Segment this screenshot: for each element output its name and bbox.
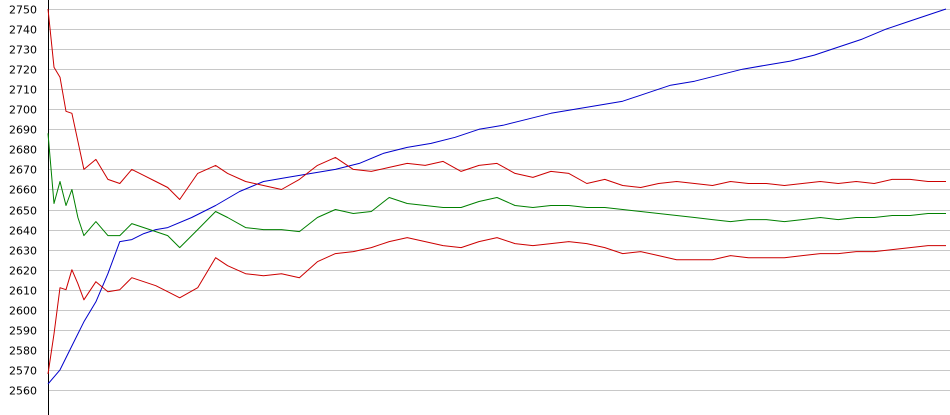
y-tick-label: 2670 bbox=[9, 164, 37, 177]
y-tick-label: 2740 bbox=[9, 24, 37, 37]
y-tick-label: 2660 bbox=[9, 184, 37, 197]
y-axis-tick-labels: 2560 2570 2580 2590 2600 2610 2620 2630 2640 2650… bbox=[9, 4, 37, 398]
grid bbox=[48, 9, 950, 391]
y-tick-label: 2690 bbox=[9, 124, 37, 137]
y-tick-label: 2580 bbox=[9, 345, 37, 358]
y-tick-label: 2650 bbox=[9, 205, 37, 218]
series-lines bbox=[47, 8, 947, 385]
y-tick-label: 2750 bbox=[9, 4, 37, 17]
series-line-1 bbox=[47, 8, 947, 385]
series-line-2 bbox=[47, 8, 946, 200]
y-tick-label: 2560 bbox=[9, 385, 37, 398]
y-tick-label: 2570 bbox=[9, 365, 37, 378]
y-tick-label: 2700 bbox=[9, 104, 37, 117]
y-tick-label: 2640 bbox=[9, 225, 37, 238]
y-tick-label: 2610 bbox=[9, 285, 37, 298]
y-tick-label: 2730 bbox=[9, 44, 37, 57]
y-tick-label: 2620 bbox=[9, 265, 37, 278]
y-tick-label: 2590 bbox=[9, 325, 37, 338]
series-line-4 bbox=[47, 237, 946, 375]
y-tick-label: 2600 bbox=[9, 305, 37, 318]
y-tick-label: 2720 bbox=[9, 64, 37, 77]
y-tick-label: 2680 bbox=[9, 144, 37, 157]
y-tick-label: 2630 bbox=[9, 245, 37, 258]
y-tick-label: 2710 bbox=[9, 84, 37, 97]
series-line-3 bbox=[47, 133, 946, 249]
